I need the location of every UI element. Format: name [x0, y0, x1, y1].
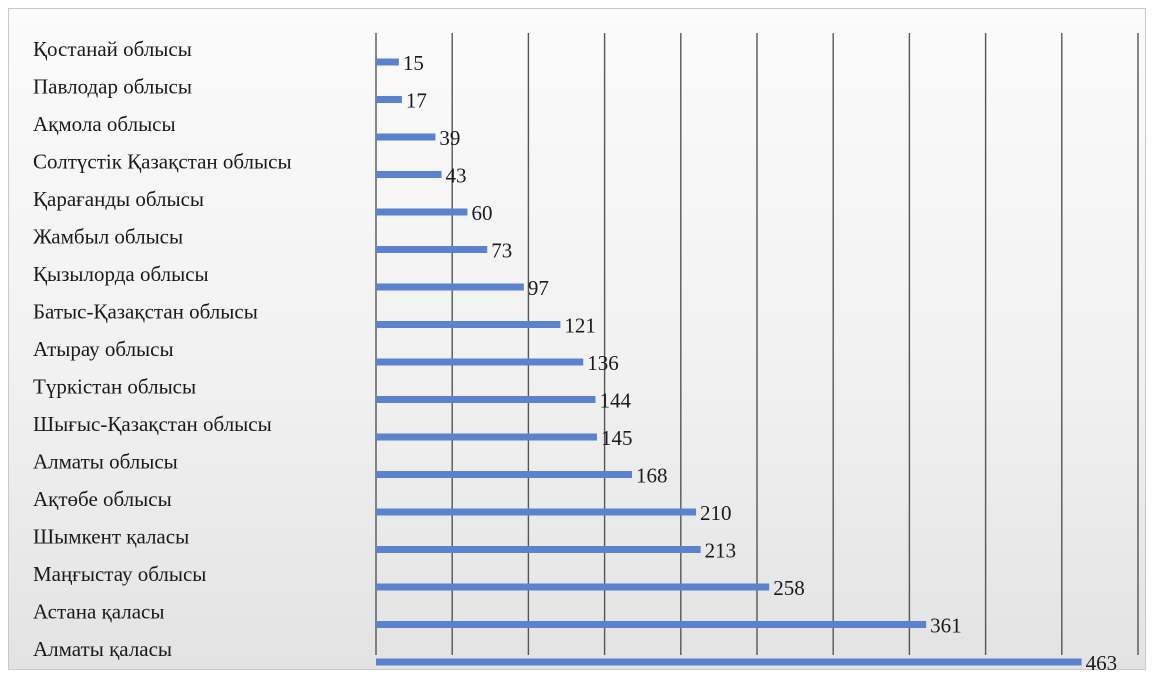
bar: [376, 508, 697, 516]
bars: [376, 58, 1082, 666]
category-label: Солтүстік Қазақстан облысы: [33, 150, 292, 174]
data-label: 463: [1086, 651, 1118, 671]
bar: [376, 133, 436, 141]
category-label: Ақтөбе облысы: [33, 487, 172, 511]
category-label: Атырау облысы: [33, 337, 174, 361]
data-label: 361: [930, 614, 962, 638]
bar: [376, 358, 584, 366]
category-label: Астана қаласы: [33, 600, 164, 624]
data-label: 210: [700, 501, 732, 525]
category-label: Түркістан облысы: [33, 375, 196, 399]
data-label: 145: [601, 426, 633, 450]
data-label: 43: [446, 164, 467, 188]
category-label: Алматы қаласы: [33, 637, 172, 661]
data-label: 73: [491, 239, 512, 263]
category-label: Қостанай облысы: [33, 37, 192, 61]
bar: [376, 396, 596, 403]
category-label: Алматы облысы: [33, 450, 178, 474]
category-label: Павлодар облысы: [33, 75, 192, 99]
category-label: Батыс-Қазақстан облысы: [33, 300, 258, 324]
bar: [376, 583, 770, 591]
bar: [376, 171, 442, 178]
data-label: 17: [406, 89, 427, 113]
category-label: Шымкент қаласы: [33, 525, 189, 549]
category-label: Қарағанды облысы: [33, 187, 204, 211]
bar: [376, 208, 468, 216]
category-label: Ақмола облысы: [33, 112, 176, 136]
data-label: 39: [439, 126, 460, 150]
bar: [376, 321, 561, 328]
category-label: Қызылорда облысы: [33, 262, 209, 286]
category-label: Маңғыстау облысы: [33, 562, 206, 586]
data-label: 60: [471, 201, 492, 225]
bar: [376, 471, 633, 478]
bar: [376, 621, 927, 628]
bar: [376, 96, 402, 103]
bar: [376, 433, 597, 441]
category-label: Шығыс-Қазақстан облысы: [33, 412, 272, 436]
chart-frame: Қостанай облысы Павлодар облысы Ақмола обл…: [8, 8, 1146, 671]
bar: [376, 283, 524, 291]
data-label: 97: [528, 276, 549, 300]
data-label: 144: [599, 389, 631, 413]
data-label: 258: [773, 576, 805, 600]
gridlines: [375, 33, 1139, 655]
bar: [376, 546, 701, 553]
data-label: 168: [636, 464, 668, 488]
category-labels: Қостанай облысы Павлодар облысы Ақмола обл…: [33, 37, 292, 661]
bar: [376, 246, 488, 253]
data-label: 121: [564, 314, 596, 338]
data-label: 136: [587, 351, 619, 375]
data-label: 213: [705, 539, 737, 563]
bar-chart: Қостанай облысы Павлодар облысы Ақмола обл…: [33, 33, 1139, 671]
data-label: 15: [403, 51, 424, 75]
category-label: Жамбыл облысы: [33, 225, 183, 249]
bar: [376, 658, 1082, 666]
bar: [376, 58, 399, 66]
